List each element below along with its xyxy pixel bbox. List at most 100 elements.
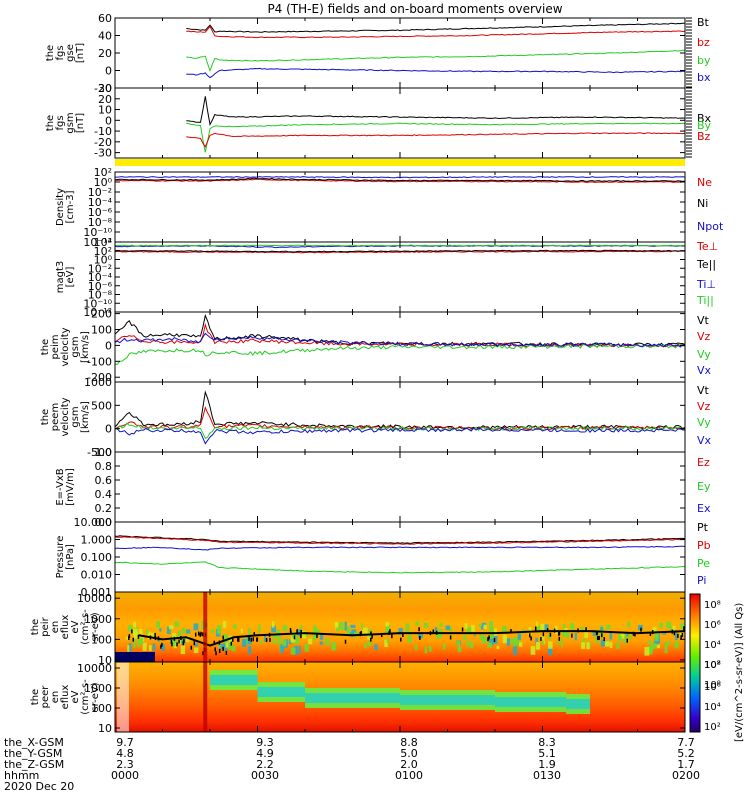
spectro-cell xyxy=(644,647,650,656)
trace-speck xyxy=(232,637,234,642)
panel-frame xyxy=(114,311,686,383)
spectro-cell xyxy=(288,639,292,645)
y-tick-label: 10⁻² xyxy=(88,186,112,199)
y-tick-label: 10⁻⁸ xyxy=(88,216,113,229)
spectro-cell xyxy=(464,623,468,629)
spectro-cell xyxy=(647,640,651,644)
colorbar-label: 10⁴ xyxy=(704,640,721,651)
spectro-core xyxy=(400,695,495,705)
spectro-cell xyxy=(517,633,522,640)
spectro-cell xyxy=(463,635,467,640)
spectro-cell xyxy=(138,628,143,635)
y-tick-label: 10⁻⁴ xyxy=(88,196,113,209)
spectro-cell xyxy=(128,643,132,652)
spectro-cell xyxy=(298,646,301,655)
y-tick-label: 10⁻¹² xyxy=(83,306,112,319)
trace-speck xyxy=(597,636,599,641)
legend-Pi: Pi xyxy=(697,574,706,587)
trace-speck xyxy=(671,629,674,634)
spectro-cell xyxy=(450,626,453,635)
spectro-cell xyxy=(535,621,538,628)
trace-speck xyxy=(493,638,496,643)
spectro-cell xyxy=(294,645,298,655)
panel-4: Te⊥Te||Ti⊥Ti||10⁴10²10⁰10⁻²10⁻⁴10⁻⁶10⁻⁸1… xyxy=(55,236,718,319)
trace-speck xyxy=(634,632,636,637)
trace-speck xyxy=(603,637,606,642)
spectro-cell xyxy=(513,646,518,656)
spectro-cell xyxy=(456,640,461,646)
panel-frame xyxy=(114,521,686,593)
spectro-cell xyxy=(556,641,560,645)
trace-speck xyxy=(289,628,292,633)
spectro-cell xyxy=(605,641,610,647)
x-row-label: the_Z-GSM xyxy=(4,758,64,771)
trace-speck xyxy=(131,629,133,634)
spectro-cell xyxy=(161,643,165,651)
spectro-cell xyxy=(586,642,590,650)
series-Vz xyxy=(114,322,686,348)
spectro-cell xyxy=(296,637,300,644)
panel-7: Ez Ey Ex 1.00.80.60.40.20.0 E=-VxB[mV/m] xyxy=(55,446,711,529)
x-row-value: 0200 xyxy=(672,769,700,782)
trace-speck xyxy=(193,641,196,646)
trace-speck xyxy=(182,641,184,646)
trace-speck xyxy=(429,631,432,636)
spectro-cell xyxy=(654,632,659,642)
y-tick-label: 10⁴ xyxy=(94,236,113,249)
spectro-cell xyxy=(539,635,545,640)
legend-Ey: Ey xyxy=(697,480,711,493)
spectro-cell xyxy=(228,642,233,650)
spectro-cell xyxy=(618,636,622,642)
trace-speck xyxy=(370,637,372,642)
trace-speck xyxy=(218,649,221,654)
panel-6: Vt Vz Vy Vx 1000 500 0 -500 thepeemvelocitygsm[k… xyxy=(40,376,712,459)
event-spike xyxy=(203,592,208,662)
legend-Pb: Pb xyxy=(697,539,711,552)
spectro-cell xyxy=(574,632,577,641)
spectro-cell xyxy=(172,642,175,647)
x-row-value: 1.9 xyxy=(538,758,556,771)
y-tick-label: 1.000 xyxy=(81,534,113,547)
spectro-cell xyxy=(581,642,586,649)
spectro-cell xyxy=(139,637,144,645)
colorbar-title: [eV/(cm^2-s-sr-eV)] (All Qs) xyxy=(734,603,745,742)
spectro-cell xyxy=(223,633,229,643)
spectro-cell xyxy=(488,638,494,646)
legend-Ti⊥: Ti⊥ xyxy=(696,278,716,291)
trace-speck xyxy=(649,631,652,636)
spectro-cell xyxy=(548,641,553,649)
spectro-cell xyxy=(194,643,198,647)
spectro-cell xyxy=(620,632,625,639)
trace-speck xyxy=(183,639,185,644)
legend-Ni: Ni xyxy=(697,197,708,210)
trace-speck xyxy=(652,630,654,635)
legend-Ti||: Ti|| xyxy=(696,294,714,307)
series-bx xyxy=(186,67,686,79)
spectro-cell xyxy=(142,642,147,651)
series-Vy xyxy=(114,422,686,440)
panels-group: Btbzbybx6040200-20thefgsgse[nT]BxByBz302… xyxy=(30,12,724,735)
y-tick-label: 10² xyxy=(94,245,112,258)
spectro-cell xyxy=(536,642,541,650)
trace-speck xyxy=(683,626,685,631)
colorbar-label: 10⁶ xyxy=(704,620,721,631)
spectro-core xyxy=(495,697,567,707)
x-row-value: 9.3 xyxy=(256,736,274,749)
trace-speck xyxy=(488,635,490,640)
trace-speck xyxy=(253,632,256,637)
spectro-cell xyxy=(571,625,575,632)
x-row-value: 2.3 xyxy=(116,758,134,771)
spectro-cell xyxy=(133,621,137,628)
spectro-cell xyxy=(469,641,474,649)
spectro-cell xyxy=(367,640,372,647)
y-tick-label: 10 xyxy=(98,722,112,735)
spectro-cell xyxy=(580,626,584,630)
y-tick-label: 0.8 xyxy=(95,460,113,473)
x-row-value: 8.3 xyxy=(538,736,556,749)
trace-speck xyxy=(546,628,549,633)
spectro-cell xyxy=(139,632,143,637)
spectro-cell xyxy=(564,628,568,632)
data-gap xyxy=(117,662,129,732)
y-axis-label: E=-VxB[mV/m] xyxy=(55,468,76,506)
